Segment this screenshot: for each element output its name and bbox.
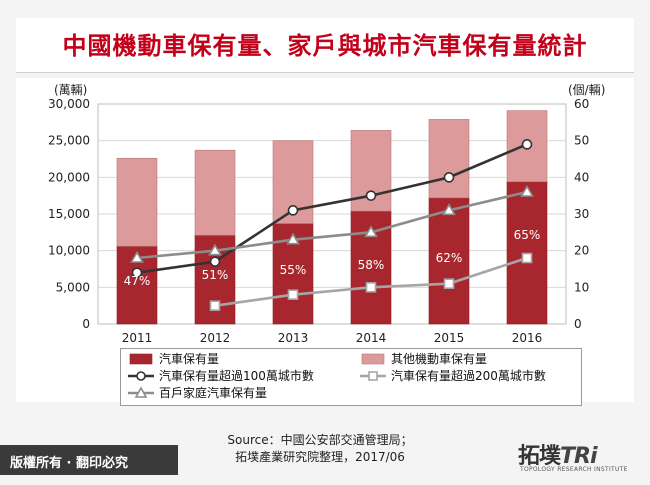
bar-share-label: 58% xyxy=(358,258,385,272)
source-note: Source：中國公安部交通管理局； 拓墣產業研究院整理，2017/06 xyxy=(120,432,520,466)
x-tick-label: 2011 xyxy=(122,331,153,345)
marker-circle xyxy=(131,267,143,278)
marker-square xyxy=(209,300,221,311)
marker-circle xyxy=(365,190,377,201)
y-left-tick-label: 10,000 xyxy=(48,244,90,258)
brand-logo: 拓墣TRi TOPOLOGY RESEARCH INSTITUTE xyxy=(518,438,638,476)
y-left-tick-label: 30,000 xyxy=(48,97,90,111)
logo-subtitle: TOPOLOGY RESEARCH INSTITUTE xyxy=(520,466,628,473)
x-tick-label: 2015 xyxy=(434,331,465,345)
x-tick-label: 2014 xyxy=(356,331,387,345)
chart: 0 5,000 10,000 15,000 20,000 25,000 30,000 0 10 2… xyxy=(48,83,605,345)
marker-triangle xyxy=(364,225,378,238)
marker-circle xyxy=(287,205,299,216)
y-right-tick-label: 40 xyxy=(574,170,589,184)
marker-square xyxy=(443,278,455,289)
bar-share-label: 51% xyxy=(202,268,229,282)
y-right-tick-label: 0 xyxy=(574,317,582,331)
y-right-tick-label: 20 xyxy=(574,244,589,258)
bar-other xyxy=(194,149,236,236)
y-left-tick-label: 25,000 xyxy=(48,134,90,148)
y-right-tick-label: 30 xyxy=(574,207,589,221)
marker-circle xyxy=(209,256,221,267)
x-tick-label: 2016 xyxy=(512,331,543,345)
marker-triangle xyxy=(208,243,222,256)
logo-text: 拓墣 xyxy=(518,444,561,469)
bar-share-label: 65% xyxy=(514,228,541,242)
copyright-footer: 版權所有 · 翻印必究 xyxy=(0,445,178,475)
y-left-tick-label: 15,000 xyxy=(48,207,90,221)
slide-title: 中國機動車保有量、家戶與城市汽車保有量統計 xyxy=(62,31,588,60)
y-right-tick-label: 60 xyxy=(574,97,589,111)
x-tick-label: 2013 xyxy=(278,331,309,345)
bar-other xyxy=(116,157,158,247)
marker-triangle xyxy=(286,232,300,245)
y-right-axis-label: (個/輛) xyxy=(568,83,605,97)
title-bar: 中國機動車保有量、家戶與城市汽車保有量統計 xyxy=(16,18,634,73)
marker-triangle xyxy=(130,250,144,263)
marker-square xyxy=(287,289,299,300)
source-line-2: 拓墣產業研究院整理，2017/06 xyxy=(235,450,405,464)
copyright-text: 版權所有 · 翻印必究 xyxy=(10,456,128,471)
y-right-tick-label: 10 xyxy=(574,280,589,294)
bar-share-label: 47% xyxy=(124,274,151,288)
y-right-tick-label: 50 xyxy=(574,134,589,148)
y-left-tick-label: 0 xyxy=(82,317,90,331)
chart-panel: 0 5,000 10,000 15,000 20,000 25,000 30,000 0 10 2… xyxy=(16,78,634,402)
x-tick-label: 2012 xyxy=(200,331,231,345)
y-left-axis-label: (萬輛) xyxy=(54,83,87,97)
marker-square xyxy=(365,282,377,293)
chart-legend: 汽車保有量 其他機動車保有量 汽車保有量超過100萬城市數 汽車保有量超過200… xyxy=(120,348,582,406)
marker-circle xyxy=(443,172,455,183)
marker-square xyxy=(521,252,533,264)
bar-share-label: 55% xyxy=(280,263,307,277)
marker-circle xyxy=(521,139,533,150)
bar-share-label: 62% xyxy=(436,251,463,265)
logo-wordmark: 拓墣TRi xyxy=(518,438,598,470)
source-line-1: Source：中國公安部交通管理局； xyxy=(227,433,413,447)
series-line xyxy=(136,143,528,274)
plot-border xyxy=(97,103,567,325)
y-left-tick-label: 5,000 xyxy=(56,280,90,294)
logo-tri: TRi xyxy=(560,444,597,469)
bar-car xyxy=(428,197,470,325)
series-line xyxy=(136,190,528,260)
bar-other xyxy=(428,119,470,199)
marker-triangle xyxy=(520,184,534,197)
marker-triangle xyxy=(442,203,456,216)
y-left-tick-label: 20,000 xyxy=(48,170,90,184)
